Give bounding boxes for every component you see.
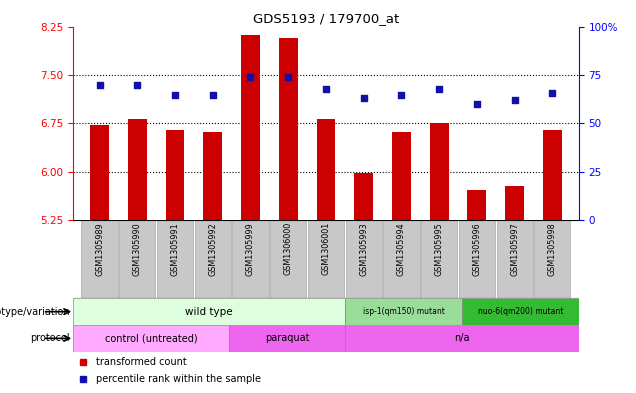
Text: isp-1(qm150) mutant: isp-1(qm150) mutant (363, 307, 445, 316)
Bar (241, 35, 260, 220)
Bar (90, 125, 109, 220)
Point (547, 90, 557, 96)
Bar (195, 220, 231, 298)
Bar (119, 220, 155, 298)
Bar (204, 132, 222, 220)
Point (396, 91, 406, 97)
Bar (459, 220, 495, 298)
Bar (462, 298, 579, 325)
Point (434, 86, 444, 92)
Bar (421, 220, 457, 298)
Bar (384, 220, 420, 298)
Bar (345, 298, 462, 325)
Bar (73, 325, 229, 352)
Bar (534, 220, 570, 298)
Bar (157, 220, 193, 298)
Bar (345, 220, 382, 298)
Text: protocol: protocol (31, 333, 70, 343)
Bar (345, 325, 579, 352)
Text: GSM1306000: GSM1306000 (284, 222, 293, 275)
Point (170, 91, 180, 97)
Point (472, 101, 482, 107)
Bar (73, 298, 345, 325)
Text: GSM1306001: GSM1306001 (321, 222, 331, 275)
Text: GSM1305993: GSM1305993 (359, 222, 368, 275)
Text: GSM1305990: GSM1305990 (133, 222, 142, 275)
Bar (165, 130, 184, 220)
Point (321, 86, 331, 92)
Bar (317, 119, 335, 220)
Text: control (untreated): control (untreated) (104, 333, 197, 343)
Bar (229, 325, 345, 352)
Point (245, 74, 256, 80)
Text: wild type: wild type (186, 307, 233, 317)
Text: GSM1305994: GSM1305994 (397, 222, 406, 275)
Point (283, 74, 293, 80)
Point (132, 82, 142, 88)
Bar (308, 220, 344, 298)
Bar (467, 189, 487, 220)
Text: transformed count: transformed count (96, 356, 186, 367)
Bar (279, 38, 298, 220)
Bar (354, 173, 373, 220)
Text: GSM1305997: GSM1305997 (510, 222, 519, 276)
Bar (430, 123, 448, 220)
Text: n/a: n/a (454, 333, 470, 343)
Bar (543, 130, 562, 220)
Text: GSM1305996: GSM1305996 (473, 222, 481, 275)
Text: GSM1305989: GSM1305989 (95, 222, 104, 275)
Point (95, 82, 105, 88)
Bar (81, 220, 118, 298)
Bar (497, 220, 533, 298)
Point (359, 95, 369, 101)
Text: genotype/variation: genotype/variation (0, 307, 70, 317)
Text: GSM1305991: GSM1305991 (170, 222, 179, 275)
Text: GSM1305998: GSM1305998 (548, 222, 557, 275)
Bar (505, 185, 524, 220)
Bar (128, 119, 147, 220)
Bar (392, 132, 411, 220)
Text: percentile rank within the sample: percentile rank within the sample (96, 374, 261, 384)
Bar (232, 220, 268, 298)
Text: GSM1305995: GSM1305995 (434, 222, 444, 276)
Text: GSM1305992: GSM1305992 (208, 222, 218, 276)
Bar (270, 220, 307, 298)
Text: paraquat: paraquat (265, 333, 309, 343)
Text: nuo-6(qm200) mutant: nuo-6(qm200) mutant (478, 307, 563, 316)
Text: GSM1305999: GSM1305999 (246, 222, 255, 276)
Title: GDS5193 / 179700_at: GDS5193 / 179700_at (253, 11, 399, 24)
Point (509, 97, 520, 103)
Point (208, 91, 218, 97)
